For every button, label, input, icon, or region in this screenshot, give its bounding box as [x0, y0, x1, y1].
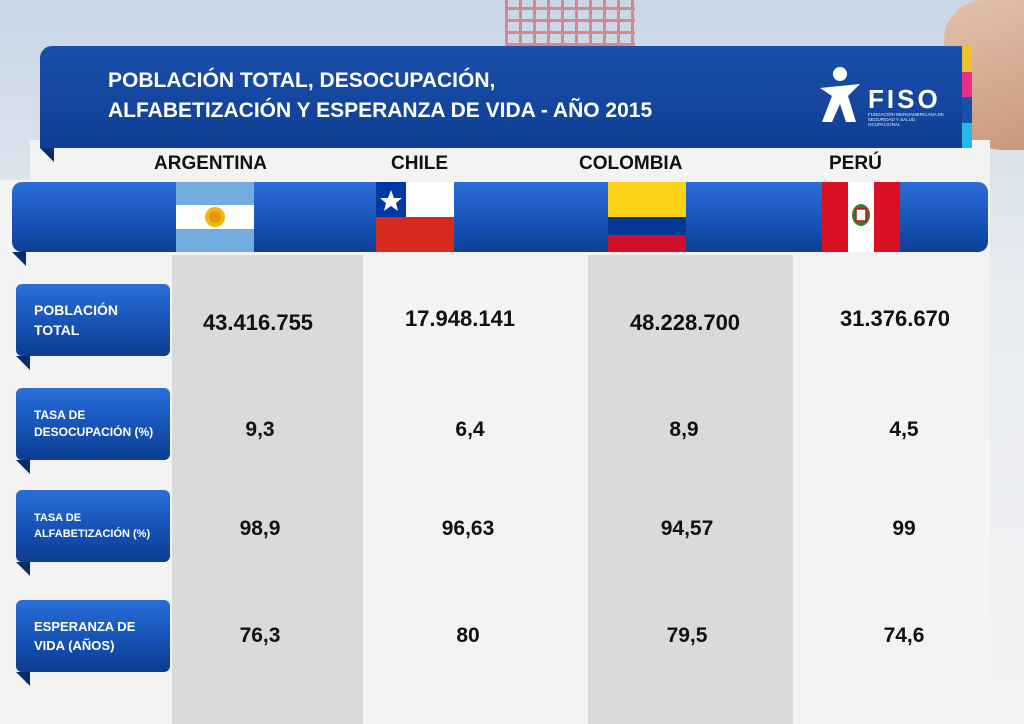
argentina-flag-icon	[176, 182, 254, 252]
chile-flag-icon	[376, 182, 454, 252]
value-alfabetizacion-colombia: 94,57	[660, 517, 714, 540]
value-esperanza-colombia: 79,5	[666, 624, 708, 647]
column-argentina	[172, 255, 363, 724]
value-alfabetizacion-chile: 96,63	[441, 517, 495, 540]
value-poblacion-chile: 17.948.141	[404, 306, 516, 331]
country-header-argentina: ARGENTINA	[154, 153, 267, 174]
country-header-chile: CHILE	[391, 153, 448, 174]
slide-title: POBLACIÓN TOTAL, DESOCUPACIÓN, ALFABETIZ…	[108, 66, 808, 126]
peru-flag-icon	[822, 182, 900, 252]
colombia-flag-icon	[608, 182, 686, 252]
logo-wordmark: FISO	[868, 84, 941, 114]
value-desocupacion-peru: 4,5	[889, 418, 919, 441]
value-poblacion-argentina: 43.416.755	[202, 310, 314, 335]
row-label-text: TASA DE ALFABETIZACIÓN (%)	[34, 512, 151, 540]
value-alfabetizacion-argentina: 98,9	[239, 517, 281, 540]
title-line-1: POBLACIÓN TOTAL, DESOCUPACIÓN,	[108, 69, 496, 92]
row-label-text: POBLACIÓN TOTAL	[34, 302, 118, 338]
fiso-logo: FISO FUNDACIÓN IBEROAMERICANA DE SEGURID…	[818, 66, 948, 127]
title-banner	[40, 46, 962, 148]
row-label-tasa-desocupacion: TASA DE DESOCUPACIÓN (%)	[16, 388, 170, 460]
brand-color-bars	[962, 46, 972, 148]
row-label-text: TASA DE DESOCUPACIÓN (%)	[34, 408, 154, 439]
fiso-person-icon	[820, 67, 860, 122]
value-esperanza-peru: 74,6	[883, 624, 925, 647]
row-label-esperanza-vida: ESPERANZA DE VIDA (AÑOS)	[16, 600, 170, 672]
value-desocupacion-chile: 6,4	[455, 418, 485, 441]
column-peru	[793, 255, 990, 724]
logo-subtitle: FUNDACIÓN IBEROAMERICANA DE SEGURIDAD Y …	[868, 112, 945, 127]
country-header-peru: PERÚ	[829, 153, 882, 174]
row-label-tasa-alfabetizacion: TASA DE ALFABETIZACIÓN (%)	[16, 490, 170, 562]
value-poblacion-colombia: 48.228.700	[629, 310, 741, 335]
value-desocupacion-colombia: 8,9	[669, 418, 699, 441]
column-colombia	[588, 255, 793, 724]
value-poblacion-peru: 31.376.670	[839, 306, 951, 331]
value-esperanza-argentina: 76,3	[239, 624, 281, 647]
row-label-poblacion-total: POBLACIÓN TOTAL	[16, 284, 170, 356]
row-label-text: ESPERANZA DE VIDA (AÑOS)	[34, 619, 136, 653]
value-desocupacion-argentina: 9,3	[245, 418, 275, 441]
antenna-tower-decoration	[505, 0, 635, 46]
value-esperanza-chile: 80	[456, 624, 480, 647]
title-line-2: ALFABETIZACIÓN Y ESPERANZA DE VIDA - AÑO…	[108, 99, 653, 122]
column-chile	[363, 255, 588, 724]
country-header-colombia: COLOMBIA	[579, 153, 683, 174]
value-alfabetizacion-peru: 99	[892, 517, 916, 540]
